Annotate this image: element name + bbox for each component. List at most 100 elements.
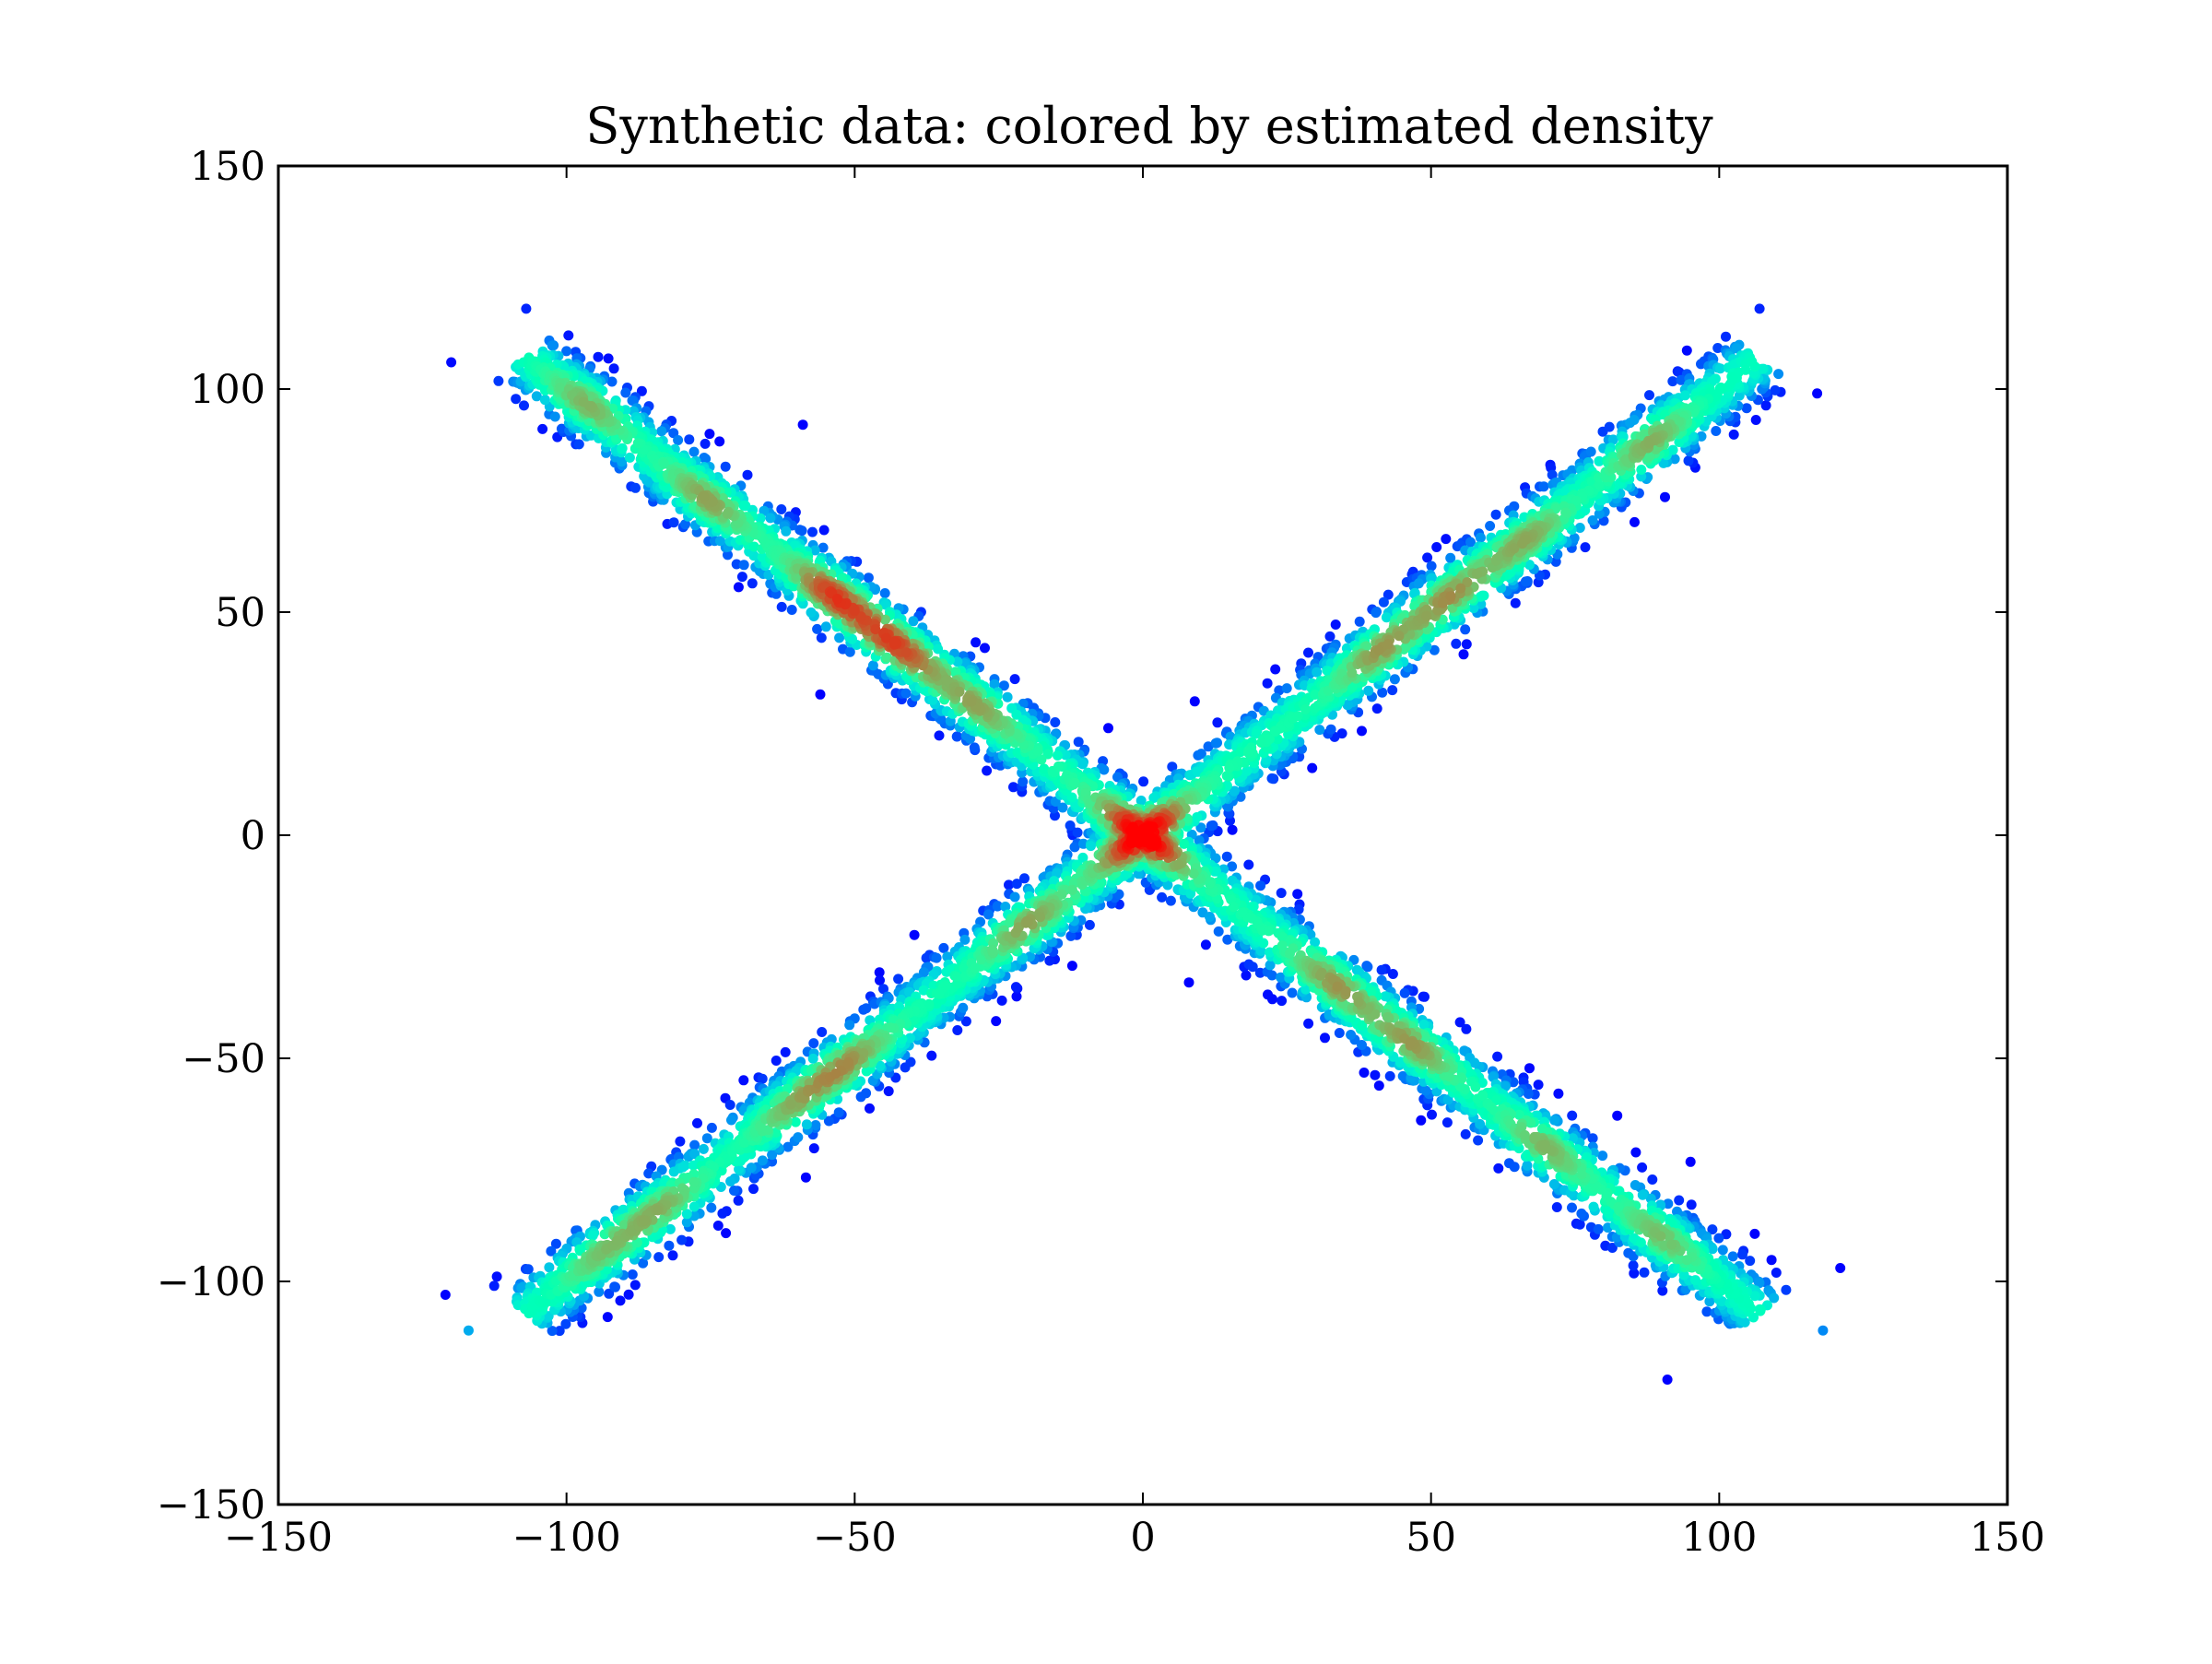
scatter-point	[1835, 1263, 1846, 1273]
scatter-point	[941, 980, 951, 991]
scatter-point	[1276, 888, 1287, 899]
scatter-point	[1277, 996, 1288, 1007]
scatter-point	[653, 1252, 665, 1263]
scatter-point	[1011, 709, 1022, 720]
scatter-point	[1195, 822, 1206, 833]
scatter-point	[1077, 852, 1088, 863]
scatter-point	[931, 952, 942, 963]
scatter-point	[1086, 841, 1096, 852]
scatter-point	[615, 1295, 626, 1306]
scatter-point	[1009, 891, 1020, 903]
scatter-point	[757, 1155, 768, 1166]
scatter-point	[1674, 1195, 1685, 1206]
scatter-point	[560, 1318, 571, 1329]
scatter-point	[806, 607, 817, 618]
scatter-point	[1354, 616, 1365, 627]
scatter-point	[1741, 403, 1752, 414]
scatter-point	[757, 551, 768, 562]
scatter-point	[706, 1122, 717, 1133]
scatter-point	[491, 1271, 502, 1282]
scatter-point	[878, 984, 888, 995]
scatter-point	[833, 1107, 844, 1118]
scatter-point	[1300, 984, 1312, 995]
scatter-point	[816, 632, 827, 643]
scatter-point	[630, 482, 641, 493]
scatter-point	[905, 1056, 916, 1068]
scatter-point	[893, 974, 904, 985]
scatter-point	[1103, 723, 1113, 734]
scatter-point	[1749, 1291, 1760, 1302]
scatter-point	[867, 660, 878, 671]
scatter-point	[1072, 827, 1083, 838]
scatter-point	[1342, 700, 1353, 711]
scatter-point	[765, 513, 776, 524]
scatter-point	[1413, 578, 1424, 589]
scatter-point	[1459, 1045, 1470, 1056]
scatter-point	[800, 1172, 811, 1183]
scatter-point	[1330, 620, 1341, 630]
scatter-point	[1714, 363, 1725, 374]
scatter-point	[677, 1234, 688, 1245]
scatter-point	[809, 545, 820, 556]
scatter-point	[1167, 761, 1178, 773]
scatter-point	[1320, 1033, 1330, 1044]
scatter-point	[638, 1257, 649, 1269]
scatter-point	[1520, 576, 1531, 587]
scatter-point	[1674, 437, 1685, 447]
scatter-point	[874, 967, 885, 978]
scatter-point	[1325, 724, 1336, 735]
scatter-point	[1270, 664, 1281, 675]
scatter-point	[1461, 639, 1472, 650]
scatter-point	[959, 934, 971, 945]
scatter-point	[1281, 683, 1292, 694]
scatter-point	[1019, 873, 1030, 884]
scatter-point	[1451, 638, 1462, 649]
scatter-point	[720, 461, 731, 472]
scatter-point	[748, 541, 759, 552]
scatter-point	[724, 1100, 735, 1110]
scatter-point	[1221, 851, 1232, 862]
scatter-point	[1728, 429, 1739, 440]
scatter-point	[627, 395, 638, 406]
scatter-point	[1065, 930, 1077, 941]
scatter-point	[446, 357, 457, 368]
scatter-point	[807, 526, 818, 537]
scatter-point	[700, 438, 711, 449]
scatter-point	[668, 517, 679, 528]
scatter-point	[958, 1002, 969, 1013]
scatter-point	[1441, 1117, 1453, 1128]
scatter-point	[549, 411, 560, 422]
scatter-point	[725, 1176, 736, 1186]
scatter-point	[688, 1176, 700, 1187]
scatter-point	[823, 1115, 834, 1127]
scatter-point	[1065, 820, 1076, 831]
scatter-point	[960, 1016, 971, 1027]
scatter-point	[1266, 970, 1277, 981]
scatter-point	[573, 439, 584, 450]
scatter-point	[1377, 687, 1388, 698]
scatter-point	[875, 974, 885, 985]
scatter-point	[602, 1312, 613, 1323]
scatter-point	[1587, 1133, 1598, 1144]
scatter-point	[1737, 1249, 1747, 1260]
scatter-point	[1647, 1174, 1658, 1185]
scatter-point	[1639, 1267, 1650, 1278]
scatter-point	[681, 1217, 692, 1228]
scatter-point	[1009, 674, 1020, 685]
scatter-point	[1662, 1375, 1673, 1385]
scatter-point	[1293, 904, 1304, 915]
scatter-point	[818, 542, 829, 553]
scatter-point	[934, 730, 945, 741]
scatter-point	[1183, 977, 1194, 988]
scatter-point	[1399, 987, 1410, 998]
scatter-point	[933, 643, 944, 655]
scatter-point	[875, 1060, 886, 1071]
scatter-point	[863, 572, 874, 584]
scatter-point	[971, 637, 982, 648]
chart-title: Synthetic data: colored by estimated den…	[585, 97, 1713, 155]
scatter-point	[794, 525, 806, 536]
scatter-point	[550, 1238, 561, 1249]
scatter-point	[1771, 1268, 1782, 1278]
scatter-point	[667, 1250, 678, 1261]
scatter-point	[1307, 762, 1318, 773]
